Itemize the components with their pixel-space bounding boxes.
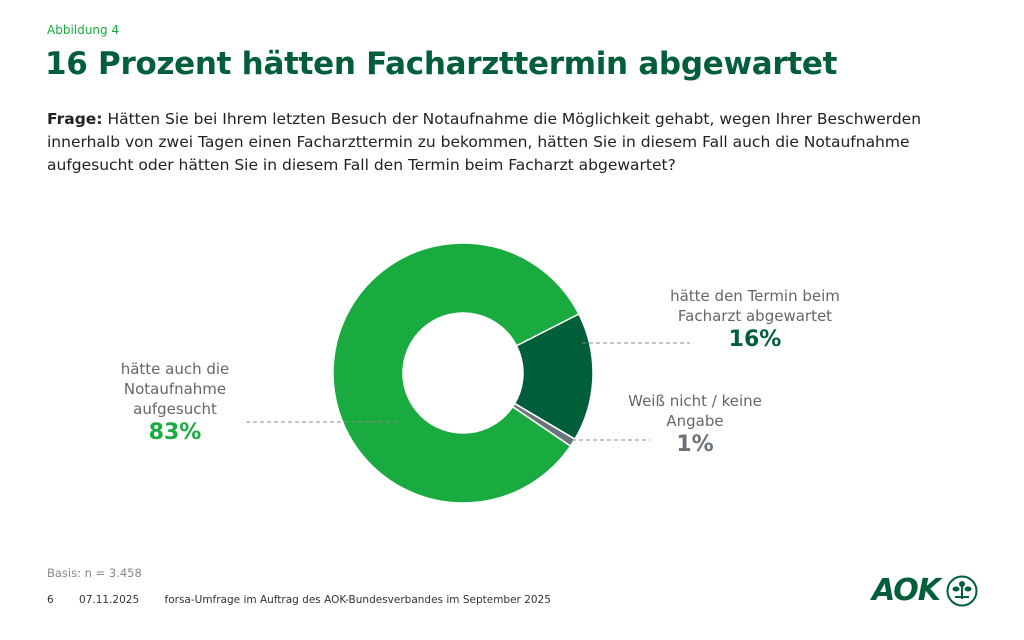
basis-note: Basis: n = 3.458 [47, 566, 142, 580]
question-body: Hätten Sie bei Ihrem letzten Besuch der … [47, 110, 922, 174]
question-text: Frage: Hätten Sie bei Ihrem letzten Besu… [47, 108, 987, 177]
slice-label-weiss-nicht: Weiß nicht / keine Angabe 1% [610, 391, 780, 459]
donut-slice-2 [332, 242, 580, 504]
slice-value: 83% [148, 420, 202, 445]
aok-logo: AOK [872, 573, 978, 608]
slice-value: 1% [676, 432, 714, 457]
slice-label-text: Weiß nicht / keine Angabe [628, 392, 762, 430]
slice-label-notaufnahme: hätte auch die Notaufnahme aufgesucht 83… [95, 359, 255, 447]
figure-label: Abbildung 4 [47, 23, 120, 37]
footer: 6 07.11.2025 forsa-Umfrage im Auftrag de… [47, 594, 573, 606]
slice-label-facharzt: hätte den Termin beim Facharzt abgewarte… [655, 286, 855, 354]
footer-source: forsa-Umfrage im Auftrag des AOK-Bundesv… [164, 594, 551, 606]
slice-label-text: hätte den Termin beim Facharzt abgewarte… [670, 287, 840, 325]
page-number: 6 [47, 594, 54, 606]
page-title: 16 Prozent hätten Facharzttermin abgewar… [45, 46, 838, 82]
question-prefix: Frage: [47, 110, 103, 128]
tree-emblem-icon [946, 575, 978, 606]
slice-label-text: hätte auch die Notaufnahme aufgesucht [120, 360, 230, 418]
logo-wordmark: AOK [872, 573, 941, 608]
slice-value: 16% [728, 327, 782, 352]
footer-date: 07.11.2025 [79, 594, 140, 606]
